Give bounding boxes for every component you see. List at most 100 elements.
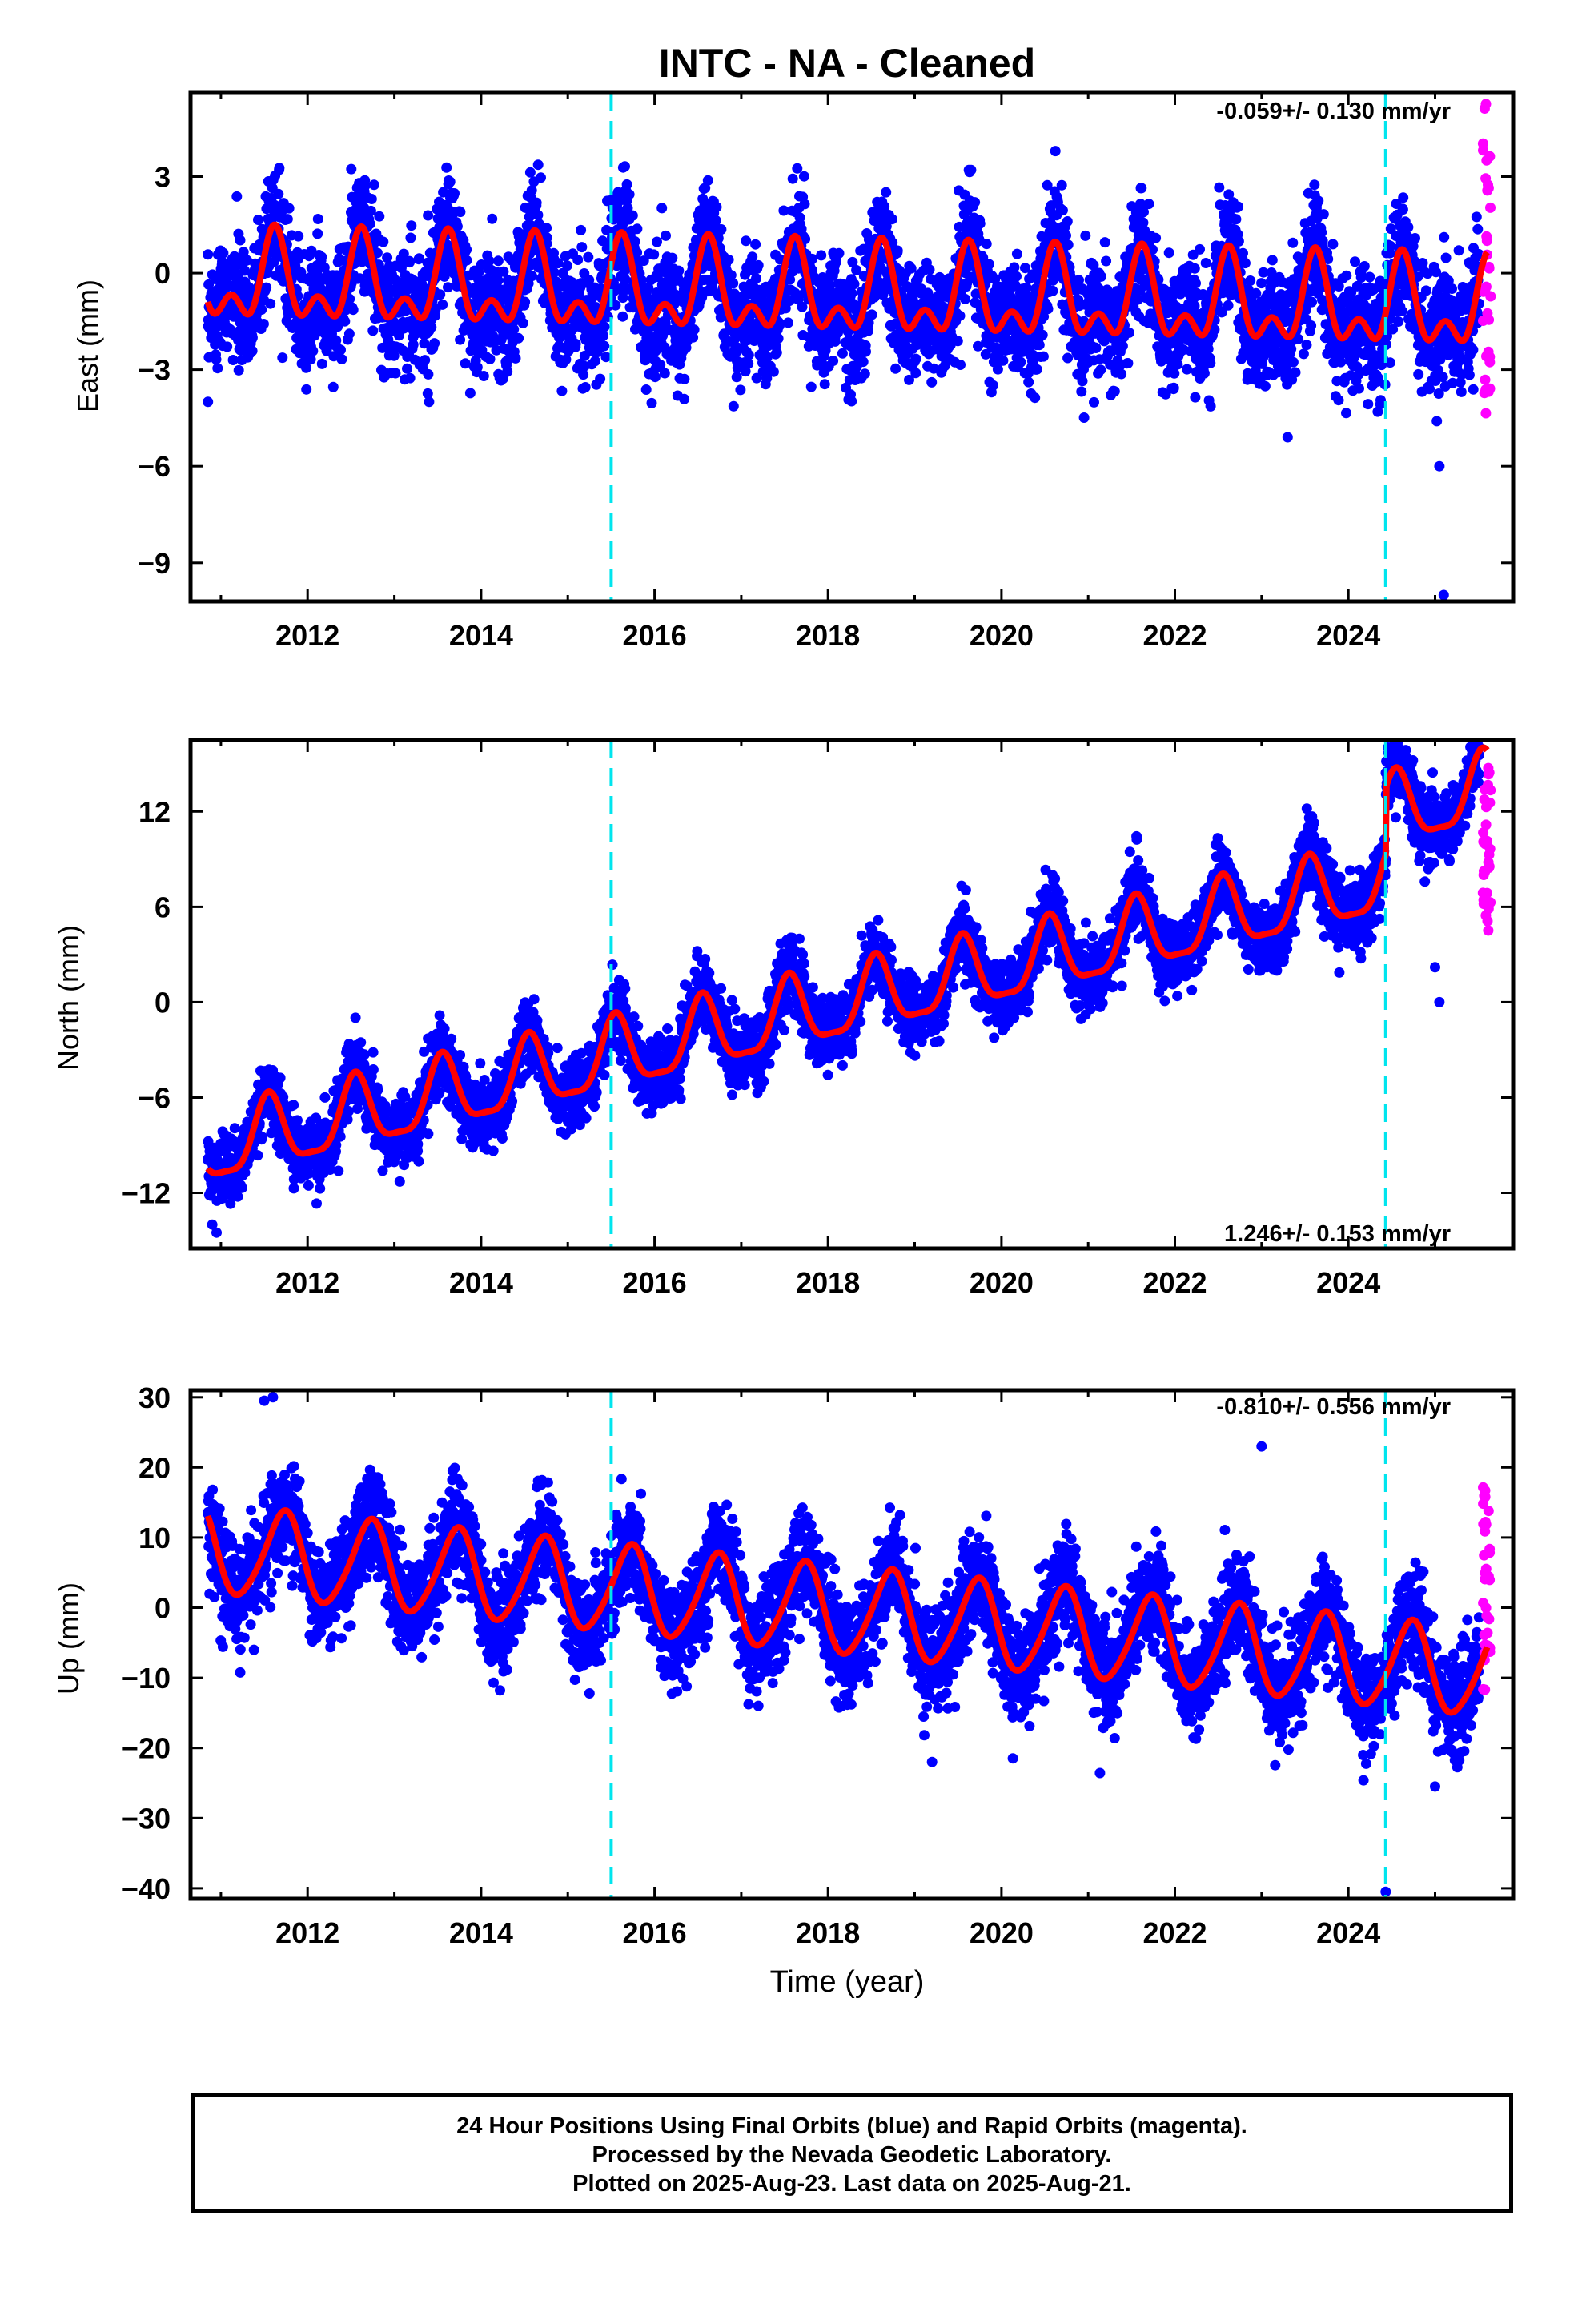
- east-final-point: [344, 293, 355, 304]
- east-final-point: [792, 163, 803, 174]
- east-final-point: [1034, 340, 1045, 351]
- east-final-point: [307, 345, 319, 356]
- east-final-point: [1109, 386, 1120, 397]
- east-final-point: [659, 368, 670, 379]
- east-final-point: [452, 221, 463, 232]
- east-final-point: [339, 316, 351, 327]
- east-final-point: [420, 355, 431, 366]
- east-final-point: [464, 388, 476, 399]
- east-final-point: [881, 187, 892, 198]
- east-final-point: [610, 300, 621, 311]
- east-final-point: [846, 287, 857, 299]
- east-final-point: [1150, 232, 1162, 243]
- east-final-point: [1080, 230, 1091, 241]
- east-final-point: [1307, 296, 1317, 308]
- east-final-point: [1200, 258, 1211, 268]
- east-final-point: [599, 340, 610, 352]
- east-final-point: [408, 339, 419, 350]
- east-final-point: [258, 319, 269, 329]
- east-final-point: [954, 310, 966, 321]
- east-final-point: [1354, 383, 1364, 394]
- east-final-point: [849, 279, 860, 290]
- east-final-point: [753, 259, 764, 271]
- east-final-point: [599, 321, 610, 332]
- east-final-point: [222, 341, 233, 352]
- east-final-point: [751, 273, 761, 284]
- east-final-point: [1359, 261, 1370, 271]
- east-final-point: [1062, 352, 1074, 364]
- east-final-point: [437, 299, 448, 310]
- east-final-point: [861, 346, 871, 357]
- east-final-point: [952, 336, 963, 347]
- east-final-point: [998, 355, 1009, 366]
- east-final-point: [367, 325, 379, 336]
- east-final-point: [750, 239, 761, 250]
- east-final-point: [419, 338, 430, 349]
- east-final-point: [837, 348, 848, 359]
- east-final-point: [783, 317, 793, 328]
- east-final-point: [798, 171, 809, 182]
- east-final-point: [423, 210, 434, 221]
- east-final-point: [1076, 386, 1087, 397]
- east-final-point: [828, 356, 839, 366]
- east-final-point: [1062, 216, 1073, 227]
- east-final-point: [702, 175, 713, 186]
- east-final-point: [1061, 230, 1071, 241]
- east-final-point: [620, 161, 630, 172]
- east-final-point: [218, 247, 229, 259]
- east-final-point: [829, 336, 841, 347]
- east-final-point: [747, 251, 758, 263]
- east-final-point: [1095, 364, 1106, 376]
- east-final-point: [689, 324, 700, 336]
- east-final-point: [1341, 270, 1352, 281]
- east-final-point: [382, 252, 393, 263]
- east-final-point: [1163, 247, 1174, 259]
- east-final-point: [981, 239, 992, 250]
- east-final-point: [728, 400, 739, 412]
- east-final-point: [455, 207, 466, 218]
- east-final-point: [583, 251, 594, 263]
- east-final-point: [799, 199, 810, 210]
- east-final-point: [1195, 243, 1205, 255]
- east-final-point: [743, 349, 754, 360]
- panel-east: 2012 2014 2016 2018 2020 2022 202430−3−6−9East…: [71, 90, 1516, 652]
- east-final-point: [661, 230, 671, 241]
- east-final-point: [1023, 376, 1034, 388]
- east-final-point: [211, 354, 222, 365]
- east-final-point: [536, 172, 546, 183]
- east-final-point: [1090, 343, 1102, 353]
- east-final-point: [1287, 356, 1299, 368]
- east-final-point: [807, 253, 817, 264]
- east-final-point: [886, 214, 897, 225]
- east-final-point: [774, 320, 785, 332]
- east-final-point: [1231, 214, 1242, 225]
- east-final-point: [327, 381, 339, 392]
- east-final-point: [629, 236, 640, 247]
- east-final-point: [422, 388, 433, 399]
- east-final-point: [1238, 247, 1248, 259]
- east-final-point: [621, 179, 632, 190]
- east-final-point: [364, 219, 375, 229]
- east-final-point: [910, 353, 921, 364]
- east-final-point: [1335, 356, 1347, 368]
- east-final-point: [805, 381, 817, 392]
- east-final-point: [1290, 367, 1301, 378]
- east-final-point: [711, 202, 722, 212]
- east-final-point: [1298, 348, 1309, 360]
- east-final-point: [460, 358, 471, 369]
- east-final-point: [1350, 256, 1360, 267]
- east-final-point: [532, 210, 544, 220]
- east-final-point: [423, 368, 434, 380]
- east-final-point: [283, 203, 295, 214]
- east-final-point: [1313, 195, 1324, 207]
- east-final-point: [1333, 395, 1344, 406]
- east-final-point: [617, 292, 628, 304]
- east-final-point: [1123, 327, 1134, 338]
- east-final-point: [510, 352, 521, 364]
- east-final-point: [1239, 258, 1251, 269]
- east-final-point: [552, 258, 564, 269]
- east-final-point: [1169, 368, 1180, 379]
- east-final-point: [576, 242, 588, 253]
- east-final-point: [620, 274, 631, 285]
- east-final-point: [1182, 364, 1192, 375]
